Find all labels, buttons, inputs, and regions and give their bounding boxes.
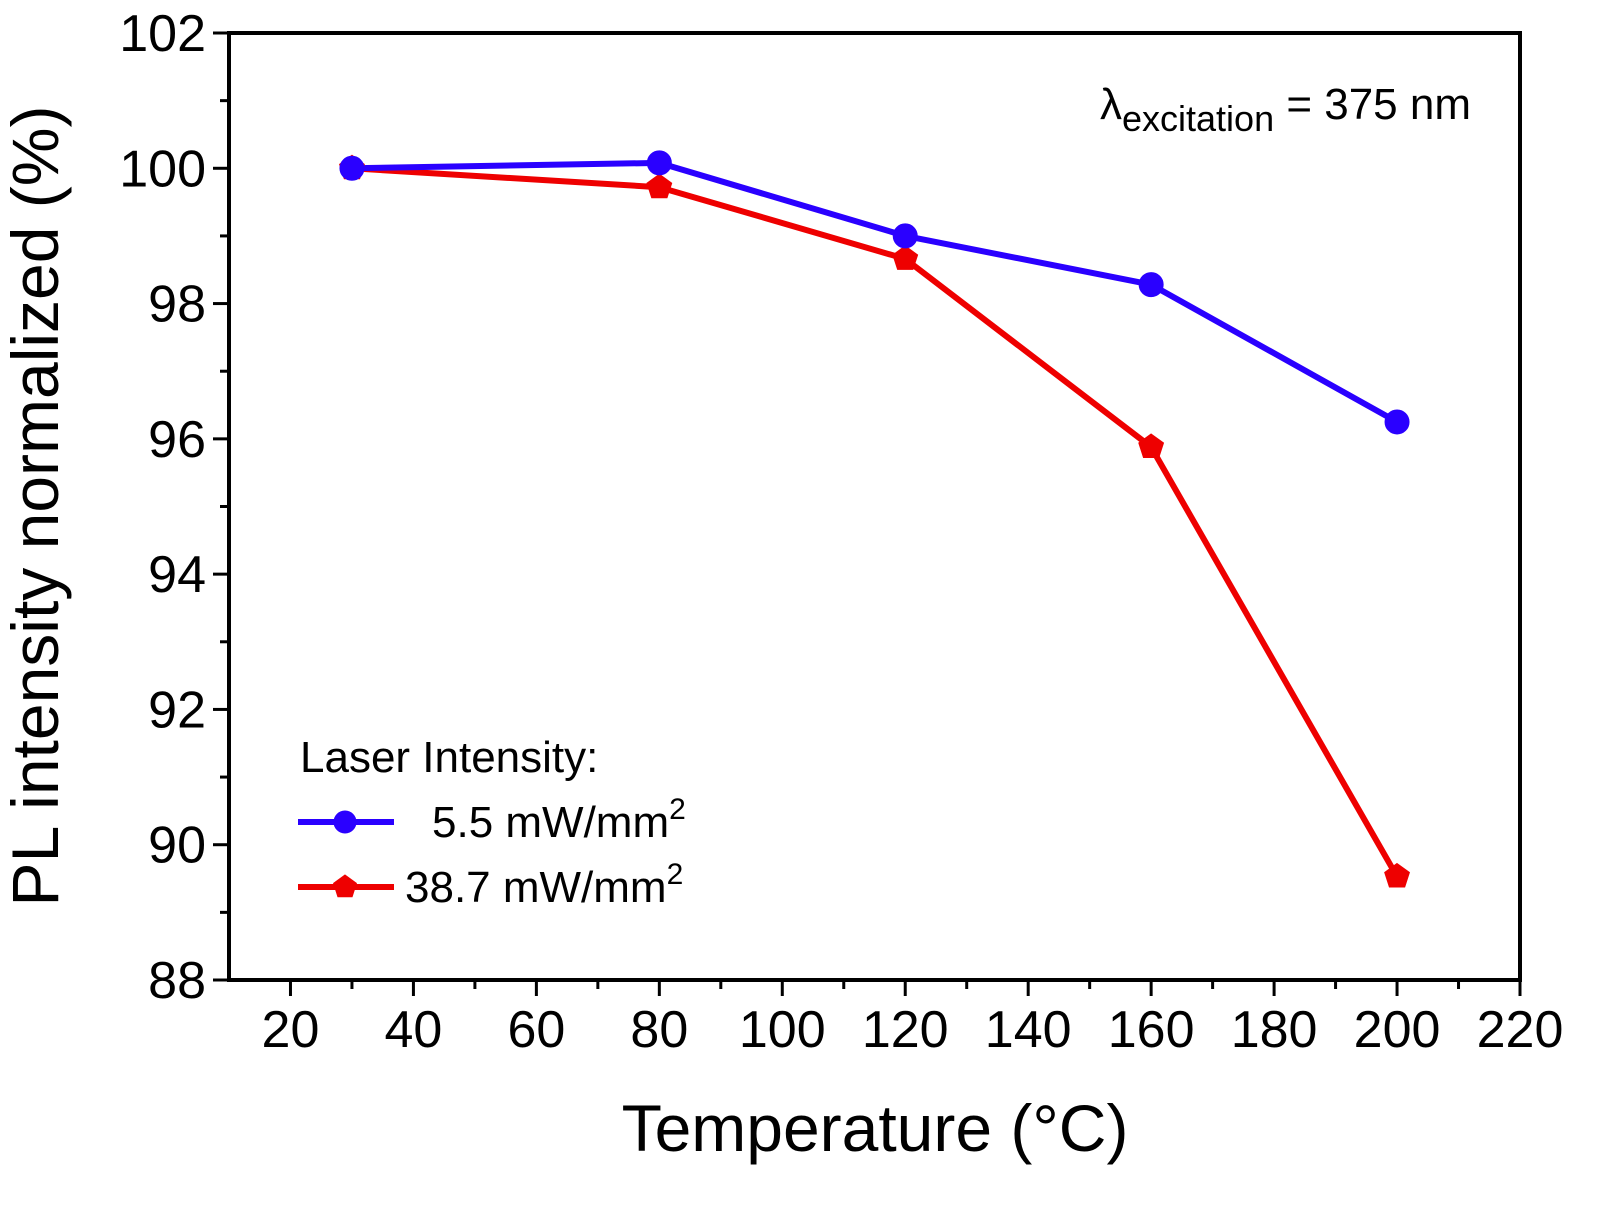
y-tick-label: 96 <box>148 411 206 469</box>
y-tick-labels: 88 90 92 94 96 98 100 102 <box>119 5 206 1010</box>
x-axis-title: Temperature (°C) <box>622 1091 1129 1165</box>
minor-ticks <box>220 99 1461 989</box>
series-1-point <box>1384 409 1410 435</box>
y-tick-label: 100 <box>119 140 206 198</box>
x-tick-label: 20 <box>262 1001 320 1059</box>
series-1-point <box>1138 272 1164 298</box>
y-tick-label: 94 <box>148 546 206 604</box>
series-layer <box>339 150 1410 888</box>
series-2-point <box>1384 862 1410 888</box>
lambda-symbol: λ <box>1100 80 1122 129</box>
legend-label-series-2: 38.7 mW/mm2 <box>405 858 683 912</box>
y-tick-label: 102 <box>119 5 206 63</box>
series-2-point <box>1138 433 1165 458</box>
series-2-point <box>646 173 673 199</box>
plot-area: 20 40 60 80 100 120 140 160 180 200 220 88 90 92 94 96… <box>119 5 1563 1059</box>
y-tick-label: 98 <box>148 276 206 334</box>
legend: Laser Intensity: 5.5 mW/mm2 38.7 mW/mm2 <box>298 733 686 912</box>
x-tick-label: 40 <box>385 1001 443 1059</box>
excitation-value: = 375 nm <box>1274 80 1471 129</box>
x-tick-label: 140 <box>985 1001 1072 1059</box>
x-tick-label: 200 <box>1354 1001 1441 1059</box>
legend-marker-series-2 <box>333 874 357 898</box>
y-tick-label: 90 <box>148 817 206 875</box>
series-1-point <box>892 223 918 249</box>
series-1-point <box>339 155 365 181</box>
major-ticks <box>213 31 1522 996</box>
x-tick-label: 100 <box>739 1001 826 1059</box>
x-tick-label: 120 <box>862 1001 949 1059</box>
x-tick-label: 180 <box>1231 1001 1318 1059</box>
x-tick-label: 220 <box>1477 1001 1564 1059</box>
x-tick-label: 160 <box>1108 1001 1195 1059</box>
x-tick-labels: 20 40 60 80 100 120 140 160 180 200 220 <box>262 1001 1564 1059</box>
series-1-point <box>646 150 672 176</box>
lambda-subscript: excitation <box>1122 98 1274 139</box>
x-tick-label: 80 <box>630 1001 688 1059</box>
series-2-point <box>892 245 919 270</box>
y-tick-label: 88 <box>148 952 206 1010</box>
y-tick-label: 92 <box>148 681 206 739</box>
excitation-annotation: λexcitation = 375 nm <box>1100 80 1471 139</box>
y-axis-title: PL intensity normalized (%) <box>0 106 72 907</box>
x-tick-label: 60 <box>507 1001 565 1059</box>
series-1-line <box>351 159 1399 425</box>
legend-title: Laser Intensity: <box>300 733 598 782</box>
legend-label-series-1: 5.5 mW/mm2 <box>432 793 686 847</box>
legend-marker-series-1 <box>333 810 357 834</box>
